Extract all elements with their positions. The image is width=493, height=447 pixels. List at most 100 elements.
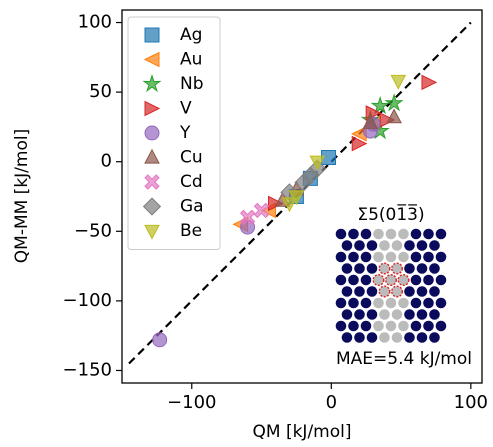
atom	[404, 332, 415, 343]
y-tick-label: −150	[63, 359, 112, 380]
legend-marker	[144, 27, 160, 43]
legend-marker	[144, 174, 160, 190]
legend-label: Ga	[180, 197, 204, 217]
atom	[404, 263, 415, 274]
inset-label: Σ5(01̅3̅)	[357, 203, 424, 225]
x-tick-label: 0	[326, 392, 337, 413]
y-tick-label: 0	[101, 151, 112, 172]
mae-label: MAE=5.4 kJ/mol	[336, 349, 472, 369]
atom	[360, 320, 372, 332]
atom	[379, 332, 390, 343]
inset-structure	[335, 228, 447, 343]
atom-highlight	[391, 285, 404, 298]
atom	[435, 297, 447, 309]
legend-marker	[144, 224, 160, 240]
atom	[385, 320, 397, 332]
atom	[335, 320, 347, 332]
atom	[429, 240, 440, 251]
atom	[348, 297, 359, 309]
y-axis-label: QM-MM [kJ/mol]	[12, 129, 32, 263]
marker	[384, 93, 404, 112]
atom	[335, 228, 347, 240]
atom	[391, 286, 403, 297]
atom	[341, 286, 353, 297]
legend-marker	[144, 148, 160, 164]
atom-highlight	[391, 262, 404, 275]
atom	[341, 332, 353, 343]
atom	[379, 263, 390, 274]
legend-marker	[142, 73, 162, 93]
legend-label: V	[180, 99, 192, 119]
atom	[366, 332, 378, 343]
atom	[373, 274, 384, 286]
marker	[253, 202, 270, 219]
atom	[373, 320, 384, 332]
plot-frame	[121, 9, 483, 384]
marker	[309, 155, 326, 171]
atom	[435, 320, 447, 332]
atom	[366, 286, 378, 297]
legend-label: Cd	[180, 172, 203, 192]
atom	[391, 263, 403, 274]
atom	[360, 251, 372, 263]
atom	[398, 228, 409, 240]
atom	[354, 240, 365, 251]
atom	[348, 320, 359, 332]
atom	[410, 297, 422, 309]
marker	[362, 113, 379, 129]
marker	[267, 195, 284, 212]
atom	[416, 309, 428, 320]
marker	[370, 95, 390, 115]
marker	[301, 166, 320, 185]
marker	[239, 209, 256, 226]
atom	[348, 228, 359, 240]
atom	[385, 274, 397, 286]
atom	[360, 297, 372, 309]
legend-label: Au	[180, 50, 202, 70]
atom	[354, 332, 365, 343]
legend-marker	[144, 125, 160, 141]
atom	[373, 251, 384, 263]
atom	[404, 286, 415, 297]
x-tick-label: 100	[454, 392, 488, 413]
atom	[385, 251, 397, 263]
atom	[435, 251, 447, 263]
atom	[360, 274, 372, 286]
atom	[423, 251, 434, 263]
atom	[398, 297, 409, 309]
atom	[398, 320, 409, 332]
atom	[335, 274, 347, 286]
marker	[281, 197, 298, 213]
atom-highlight	[378, 285, 391, 298]
atom	[379, 286, 390, 297]
atom	[335, 297, 347, 309]
legend-label: Y	[179, 123, 191, 143]
atom	[435, 228, 447, 240]
legend-label: Cu	[180, 148, 203, 168]
atom-highlight	[378, 262, 391, 275]
atom	[398, 251, 409, 263]
legend-label: Nb	[180, 74, 204, 94]
atom	[341, 309, 353, 320]
atom	[354, 309, 365, 320]
y-tick-label: −50	[74, 220, 112, 241]
atom	[416, 263, 428, 274]
atom	[391, 309, 403, 320]
atom	[416, 332, 428, 343]
atom	[379, 309, 390, 320]
atom	[423, 274, 434, 286]
atom	[404, 240, 415, 251]
marker	[351, 135, 368, 152]
marker	[386, 108, 402, 124]
legend-marker	[143, 51, 160, 68]
atom	[366, 240, 378, 251]
legend-label: Be	[180, 221, 202, 241]
atom-highlight	[385, 274, 398, 287]
atom	[435, 274, 447, 286]
atom	[385, 228, 397, 240]
legend-marker	[144, 100, 161, 117]
atom	[429, 332, 440, 343]
atom	[379, 240, 390, 251]
y-tick-label: −100	[63, 290, 112, 311]
marker	[390, 74, 407, 90]
